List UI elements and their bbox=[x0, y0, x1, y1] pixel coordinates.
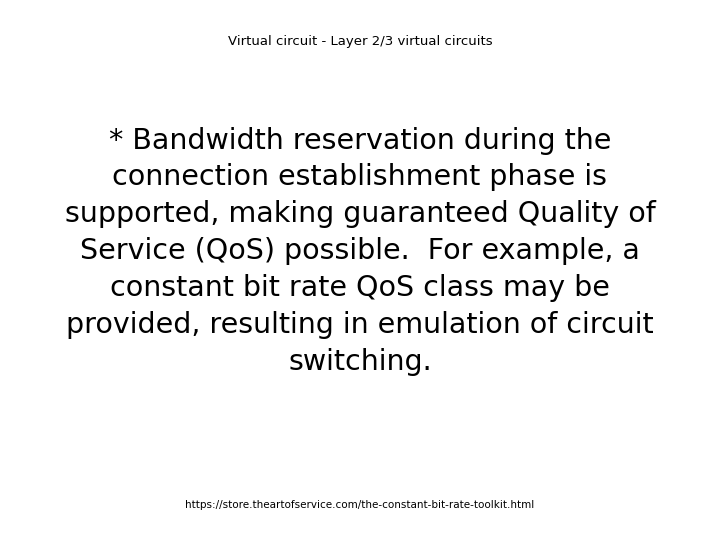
Text: * Bandwidth reservation during the
connection establishment phase is
supported, : * Bandwidth reservation during the conne… bbox=[65, 127, 655, 375]
Text: Virtual circuit - Layer 2/3 virtual circuits: Virtual circuit - Layer 2/3 virtual circ… bbox=[228, 35, 492, 48]
Text: https://store.theartofservice.com/the-constant-bit-rate-toolkit.html: https://store.theartofservice.com/the-co… bbox=[185, 500, 535, 510]
